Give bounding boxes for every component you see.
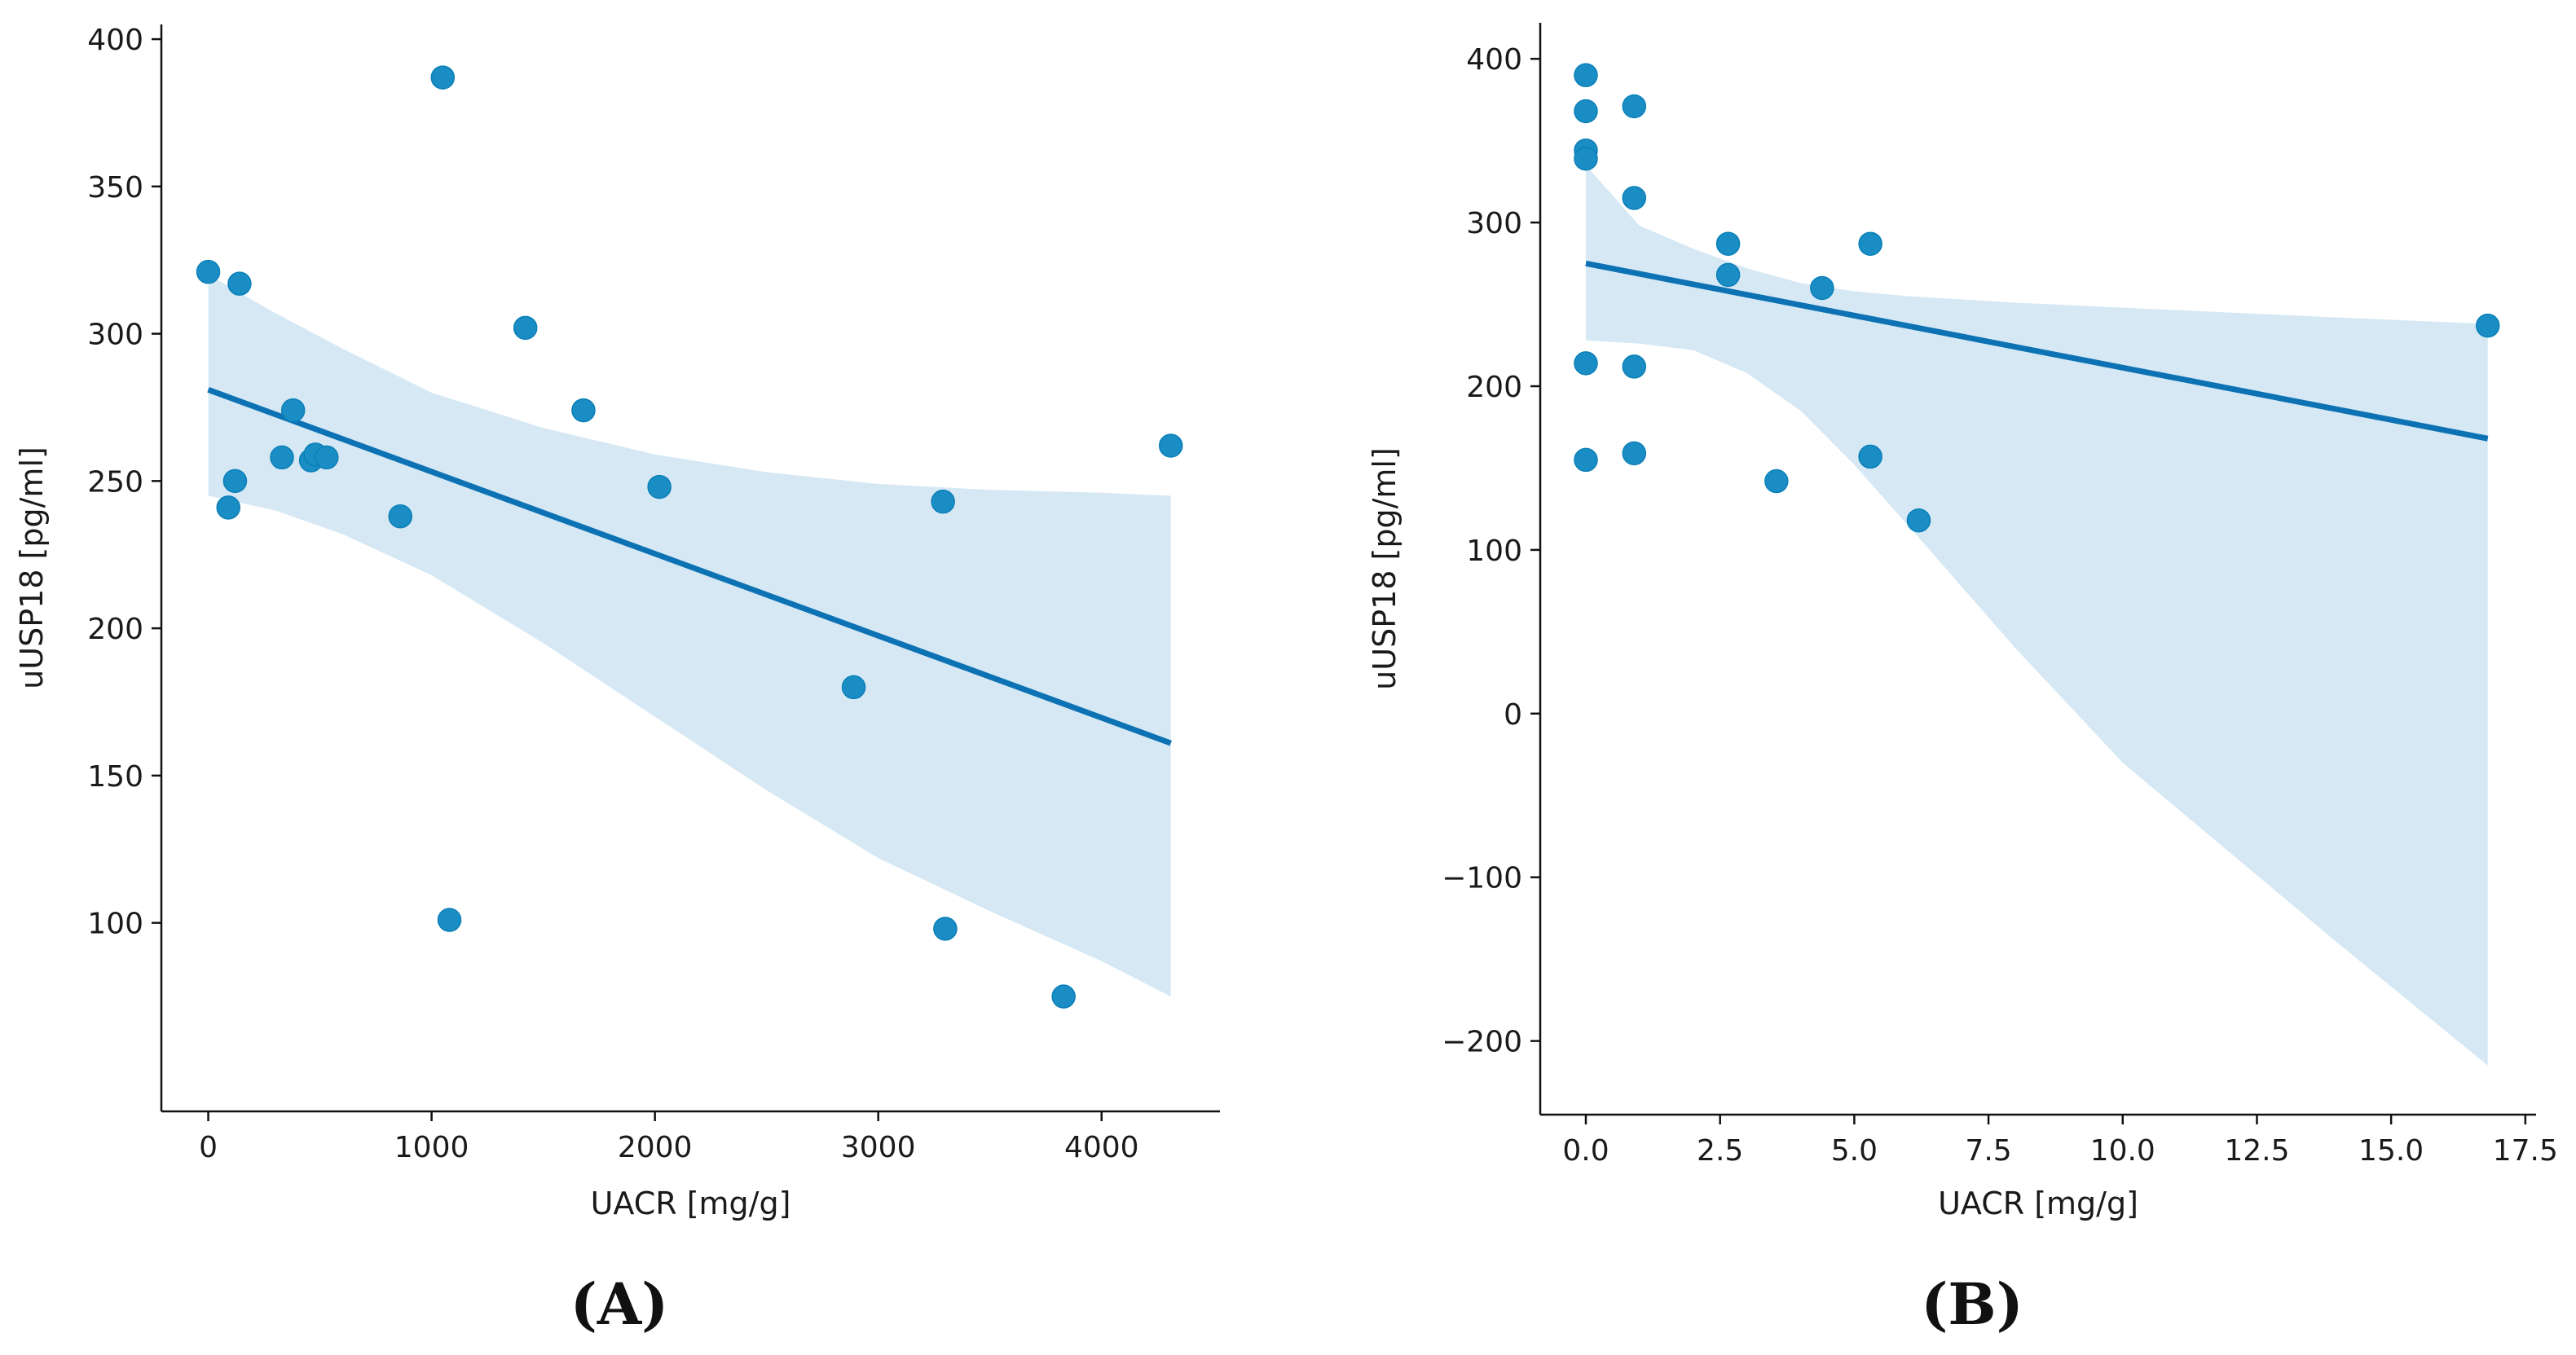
data-point: [1622, 94, 1647, 119]
data-point: [1574, 99, 1598, 124]
y-tick-label: −100: [1442, 862, 1522, 895]
panel-a-chart: 0 1000 2000 3000 4000 100 150 200 250 300 350 400 UA…: [14, 24, 1220, 1338]
data-point: [1574, 351, 1598, 376]
y-tick-label: 200: [1466, 371, 1522, 404]
data-point: [222, 469, 248, 494]
data-point: [1764, 469, 1789, 494]
y-tick-label: 250: [87, 465, 143, 499]
y-tick-label: 400: [1466, 43, 1522, 77]
y-tick-label: 300: [1466, 207, 1522, 240]
data-point: [216, 495, 240, 520]
x-tick-label: 17.5: [2493, 1134, 2558, 1168]
y-tick-label: 400: [87, 24, 143, 57]
panel-label: (A): [570, 1270, 669, 1338]
x-tick-label: 3000: [841, 1131, 916, 1164]
confidence-band: [1586, 165, 2488, 1066]
y-axis-label: uUSP18 [pg/ml]: [14, 447, 50, 689]
confidence-band: [208, 275, 1171, 996]
data-point: [1622, 354, 1647, 379]
x-tick-label: 15.0: [2358, 1134, 2424, 1168]
data-point: [571, 398, 596, 423]
regression-line: [1585, 260, 2489, 442]
x-tick-label: 2000: [618, 1131, 693, 1164]
x-tick-label: 2.5: [1697, 1134, 1743, 1168]
data-point: [1622, 441, 1647, 466]
data-point: [841, 675, 866, 700]
y-tick-label: 0: [1504, 698, 1522, 732]
data-point: [388, 504, 412, 529]
data-point: [2475, 313, 2500, 338]
data-point: [1574, 63, 1598, 88]
x-axis-label: UACR [mg/g]: [1938, 1186, 2138, 1221]
data-point: [196, 259, 221, 284]
data-point: [1051, 984, 1076, 1009]
x-tick-label: 12.5: [2224, 1134, 2289, 1168]
x-tick-label: 1000: [394, 1131, 469, 1164]
y-tick-label: 100: [1466, 535, 1522, 568]
data-point: [1715, 231, 1741, 256]
x-tick-label: 10.0: [2090, 1134, 2155, 1168]
regression-line: [207, 386, 1172, 746]
panel-b-chart: 0.0 2.5 5.0 7.5 10.0 12.5 15.0 17.5 −200 −100 0 100…: [1367, 23, 2558, 1338]
x-tick-label: 0.0: [1562, 1134, 1609, 1168]
y-tick-label: 200: [87, 613, 143, 646]
data-point: [1574, 146, 1598, 171]
data-point: [513, 315, 538, 341]
x-tick-label: 0: [199, 1131, 218, 1164]
data-point: [227, 271, 252, 296]
y-tick-label: −200: [1442, 1026, 1522, 1059]
data-point: [1574, 447, 1598, 473]
data-point: [1906, 508, 1931, 533]
data-point: [931, 489, 955, 514]
data-point: [1158, 433, 1183, 458]
x-tick-label: 7.5: [1965, 1134, 2011, 1168]
x-tick-label: 5.0: [1831, 1134, 1878, 1168]
y-axis-label: uUSP18 [pg/ml]: [1367, 447, 1402, 690]
data-point: [933, 917, 958, 941]
data-point: [270, 445, 294, 470]
data-point: [430, 65, 456, 90]
data-point: [437, 908, 462, 932]
x-axis-label: UACR [mg/g]: [591, 1186, 791, 1221]
data-point: [1858, 444, 1882, 469]
y-tick-label: 350: [87, 171, 143, 205]
data-point: [280, 398, 306, 423]
data-point: [1810, 275, 1834, 301]
data-point: [1622, 186, 1647, 210]
x-tick-label: 4000: [1064, 1131, 1139, 1164]
y-tick-label: 300: [87, 319, 143, 352]
data-point: [315, 445, 339, 470]
panel-label: (B): [1921, 1270, 2023, 1338]
y-tick-label: 150: [87, 760, 143, 794]
data-point: [1858, 231, 1882, 256]
y-tick-label: 100: [87, 908, 143, 941]
data-point: [647, 474, 672, 499]
data-point: [1715, 262, 1741, 288]
